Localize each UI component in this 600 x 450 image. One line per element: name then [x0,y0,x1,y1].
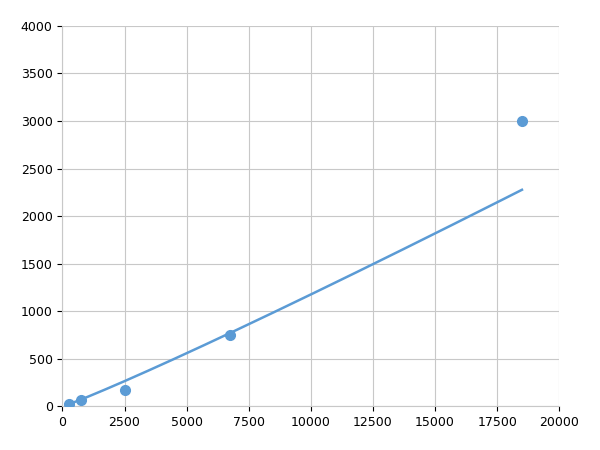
Point [120,386,130,393]
Point [517,117,527,125]
Point [76,396,86,404]
Point [64,400,73,407]
Point [226,332,235,339]
